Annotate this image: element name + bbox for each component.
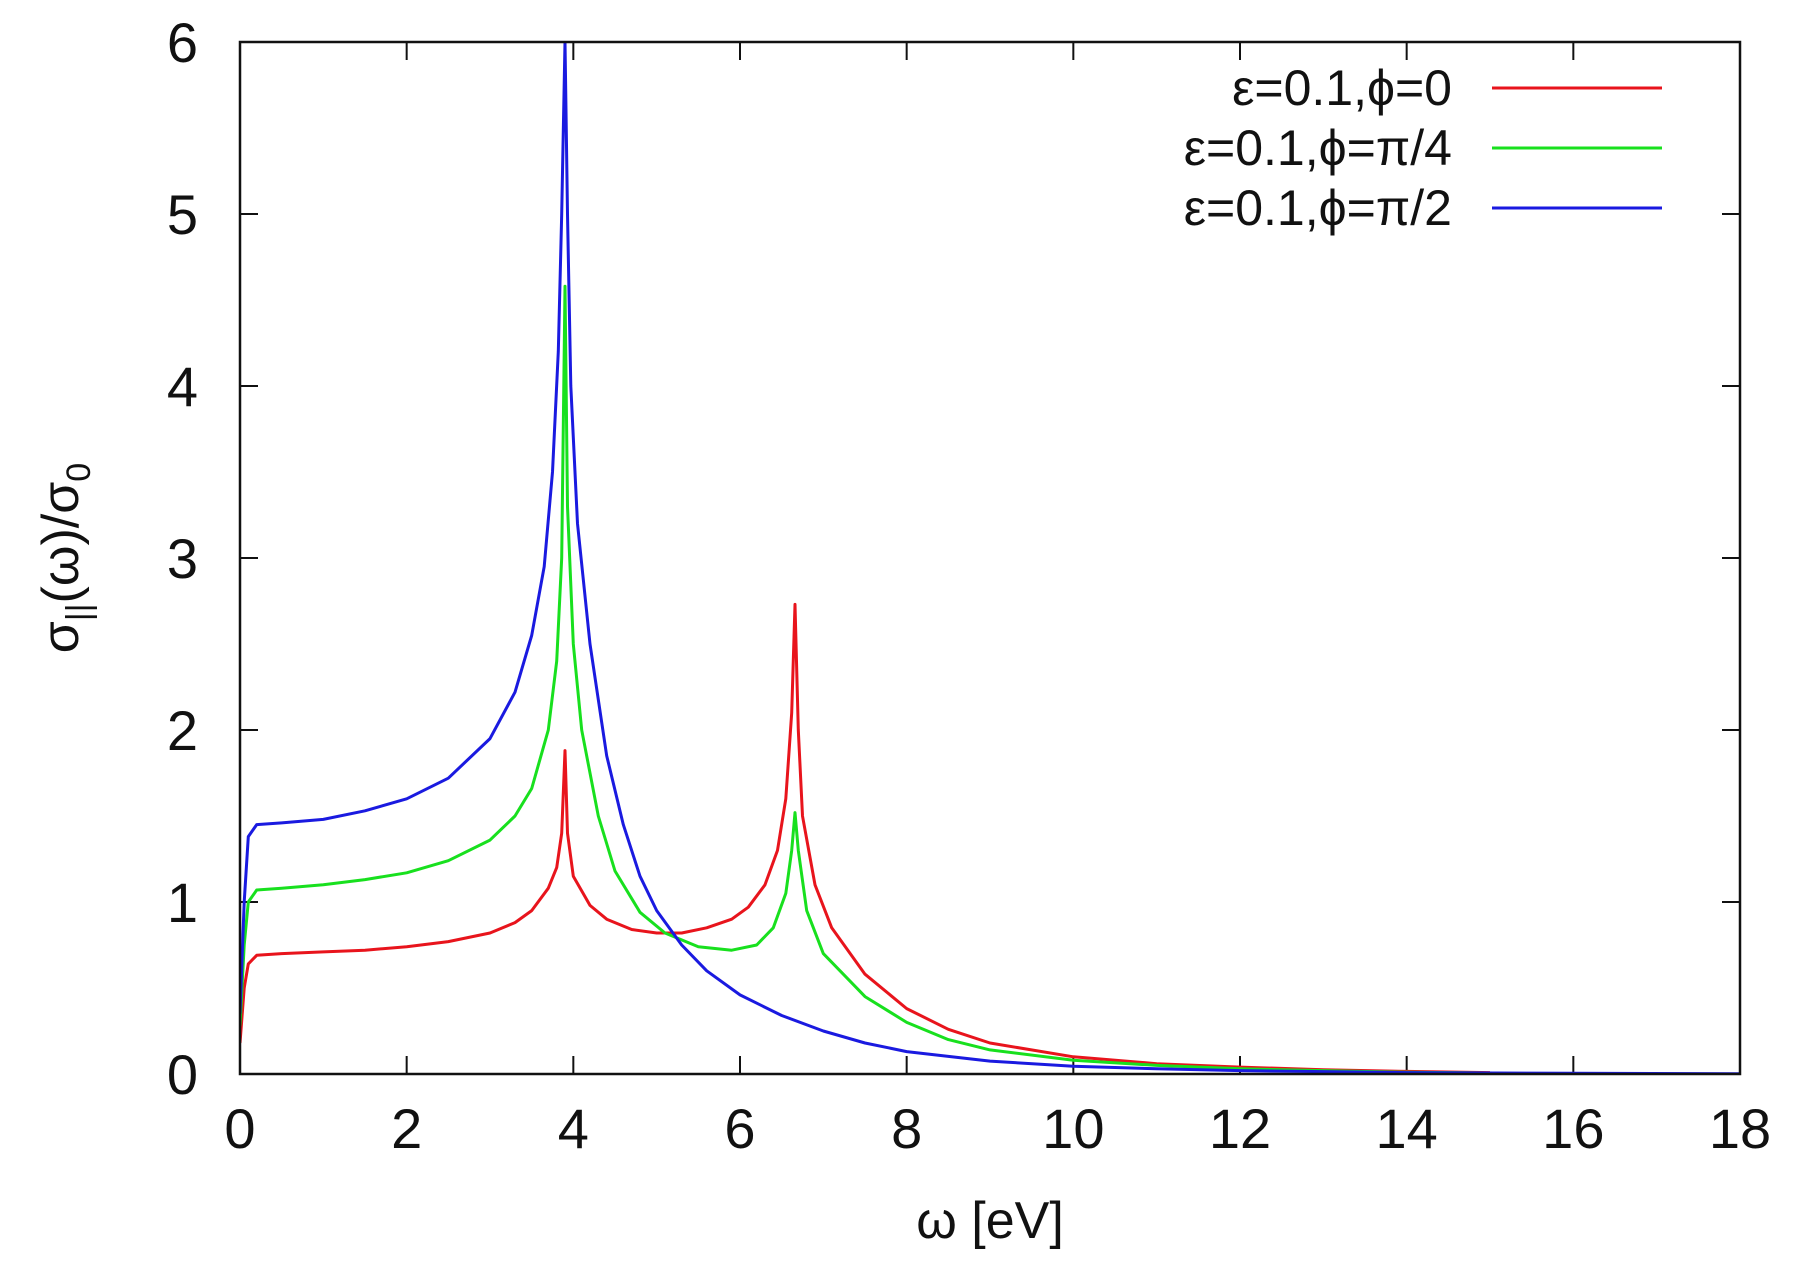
legend-label-2: ε=0.1,ϕ=π/4: [1184, 120, 1452, 176]
y-tick-marks: [240, 41, 1740, 1075]
y-tick-label: 4: [167, 355, 198, 418]
x-tick-label: 6: [724, 1097, 755, 1160]
y-tick-label: 3: [167, 527, 198, 590]
x-tick-label: 12: [1209, 1097, 1271, 1160]
legend-label-1: ε=0.1,ϕ=0: [1232, 60, 1452, 116]
series-line-2: [240, 284, 1491, 1074]
x-tick-label: 2: [391, 1097, 422, 1160]
y-tick-label: 2: [167, 699, 198, 762]
y-tick-label: 0: [167, 1043, 198, 1106]
legend-label-3: ε=0.1,ϕ=π/2: [1184, 180, 1452, 236]
x-tick-label: 0: [224, 1097, 255, 1160]
x-axis-title: ω [eV]: [916, 1192, 1064, 1250]
y-axis-title-sigma: σ: [32, 621, 90, 653]
series-lines: [240, 42, 1740, 1074]
y-tick-labels: 0 1 2 3 4 5 6: [167, 11, 198, 1106]
x-tick-marks: [239, 42, 1741, 1074]
x-tick-labels: 0 2 4 6 8 10 12 14 16 18: [224, 1097, 1771, 1160]
y-tick-label: 1: [167, 871, 198, 934]
y-tick-label: 5: [167, 183, 198, 246]
series-line-3: [240, 42, 1740, 1074]
y-tick-label: 6: [167, 11, 198, 74]
y-axis-title-sub-zero: 0: [60, 463, 98, 482]
plot-frame: [238, 40, 1742, 1076]
x-tick-label: 16: [1542, 1097, 1604, 1160]
legend: ε=0.1,ϕ=0ε=0.1,ϕ=π/4ε=0.1,ϕ=π/2: [1184, 60, 1662, 236]
x-tick-label: 10: [1042, 1097, 1104, 1160]
x-tick-label: 14: [1376, 1097, 1438, 1160]
x-tick-label: 8: [891, 1097, 922, 1160]
y-axis-title: σ||(ω)/σ0: [32, 463, 98, 653]
series-line-1: [240, 602, 1491, 1074]
y-axis-title-sub-parallel: ||: [60, 603, 98, 621]
x-tick-label: 18: [1709, 1097, 1771, 1160]
y-axis-title-mid: (ω)/σ: [32, 482, 90, 604]
x-tick-label: 4: [558, 1097, 589, 1160]
